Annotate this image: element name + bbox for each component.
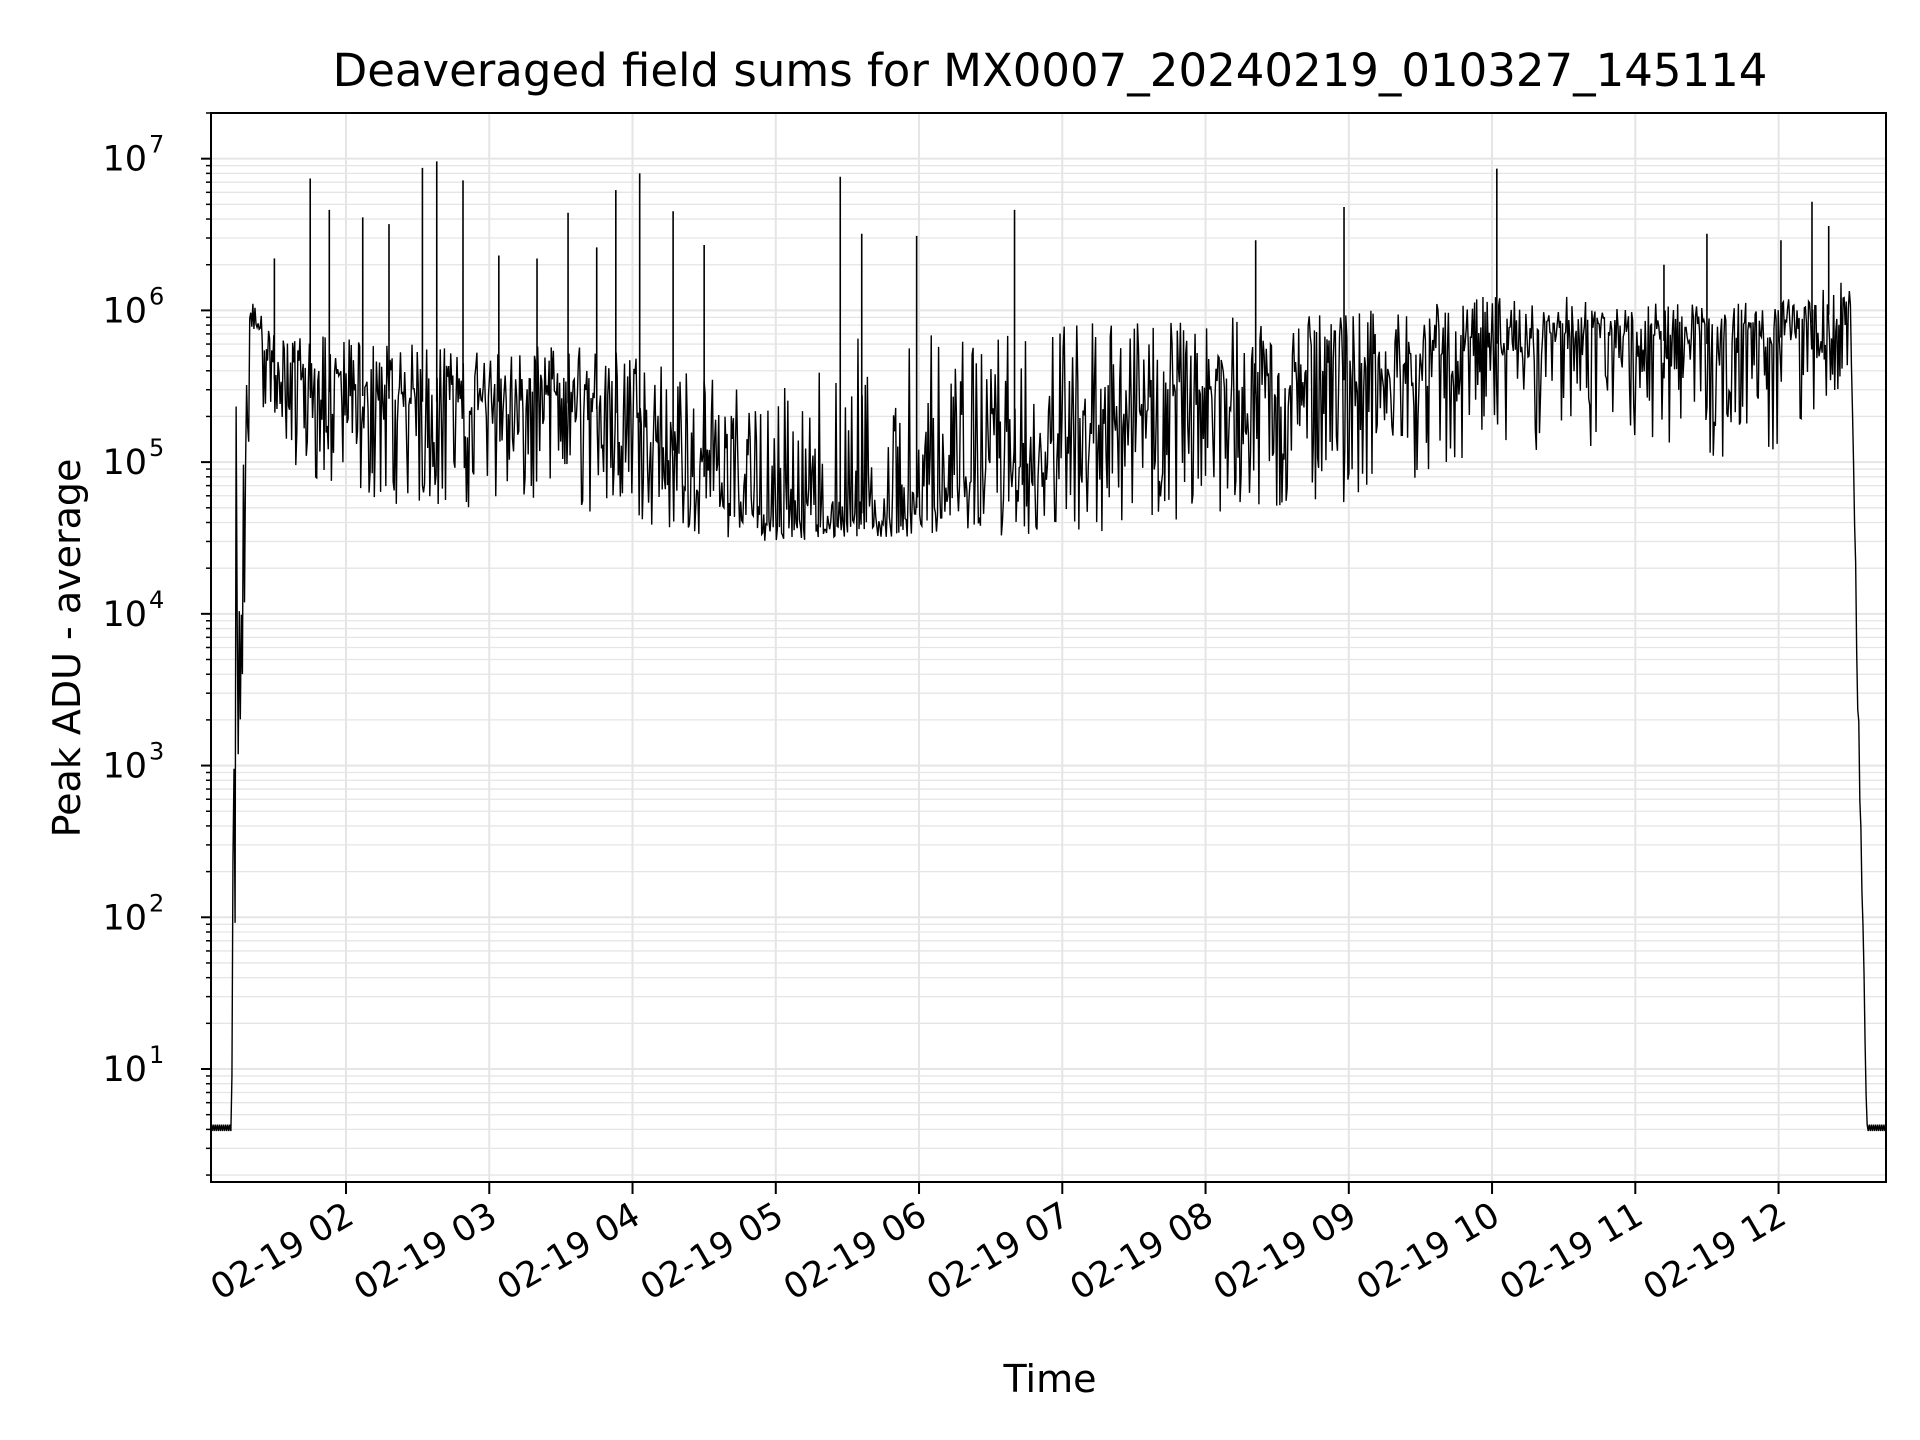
y-tick-label: 10	[102, 898, 147, 938]
y-tick-exponent: 1	[149, 1041, 164, 1069]
y-tick-label: 10	[102, 291, 147, 331]
x-axis-label: Time	[1003, 1357, 1097, 1401]
y-tick-exponent: 2	[149, 889, 164, 917]
y-tick-label: 10	[102, 1050, 147, 1090]
chart-title: Deaveraged field sums for MX0007_2024021…	[333, 44, 1768, 97]
y-tick-label: 10	[102, 747, 147, 787]
y-tick-exponent: 7	[149, 131, 164, 159]
y-tick-exponent: 4	[149, 586, 164, 614]
y-axis-label: Peak ADU - average	[45, 459, 89, 838]
y-tick-exponent: 3	[149, 738, 164, 766]
y-tick-exponent: 5	[149, 434, 164, 462]
y-tick-label: 10	[102, 443, 147, 483]
y-tick-label: 10	[102, 140, 147, 180]
y-tick-label: 10	[102, 595, 147, 635]
y-tick-exponent: 6	[149, 282, 164, 310]
